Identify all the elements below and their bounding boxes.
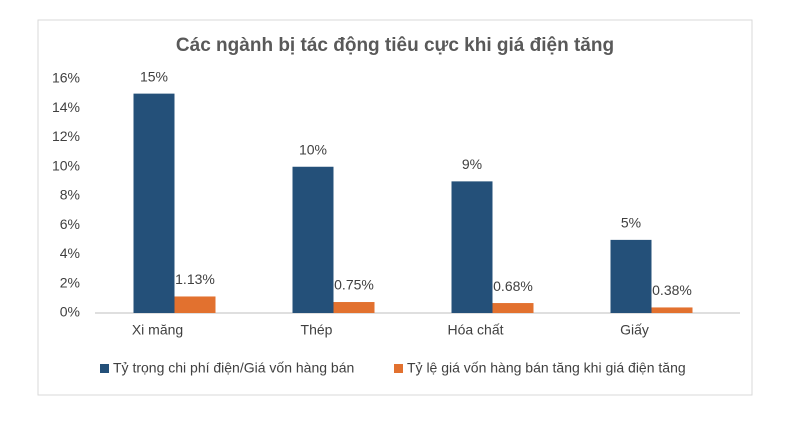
value-label: 5% — [621, 215, 641, 231]
y-tick-label: 0% — [60, 304, 80, 320]
legend-swatch — [100, 364, 109, 373]
legend-swatch — [394, 364, 403, 373]
value-label: 10% — [299, 141, 327, 157]
bar — [651, 307, 693, 313]
bar — [292, 166, 334, 313]
y-tick-label: 10% — [52, 157, 80, 173]
y-tick-label: 2% — [60, 274, 80, 290]
value-label: 15% — [140, 68, 168, 84]
x-tick-label: Giấy — [620, 322, 649, 338]
bar — [174, 296, 216, 313]
x-tick-label: Hóa chất — [447, 322, 503, 338]
y-tick-label: 14% — [52, 99, 80, 115]
bar — [492, 303, 534, 313]
x-tick-label: Xi măng — [132, 322, 183, 338]
y-tick-label: 4% — [60, 245, 80, 261]
y-tick-label: 6% — [60, 216, 80, 232]
y-tick-label: 12% — [52, 128, 80, 144]
bar — [333, 302, 375, 313]
x-tick-label: Thép — [301, 322, 333, 338]
chart-title: Các ngành bị tác động tiêu cực khi giá đ… — [176, 35, 614, 56]
value-label: 0.68% — [493, 278, 533, 294]
legend-label: Tỷ trọng chi phí điện/Giá vốn hàng bán — [113, 360, 354, 376]
value-label: 0.75% — [334, 277, 374, 293]
value-label: 0.38% — [652, 282, 692, 298]
legend-label: Tỷ lệ giá vốn hàng bán tăng khi giá điện… — [407, 360, 686, 376]
bar — [451, 181, 493, 313]
y-tick-label: 8% — [60, 187, 80, 203]
value-label: 9% — [462, 156, 482, 172]
bar — [133, 93, 175, 313]
value-label: 1.13% — [175, 271, 215, 287]
y-tick-label: 16% — [52, 70, 80, 86]
bar — [610, 239, 652, 313]
